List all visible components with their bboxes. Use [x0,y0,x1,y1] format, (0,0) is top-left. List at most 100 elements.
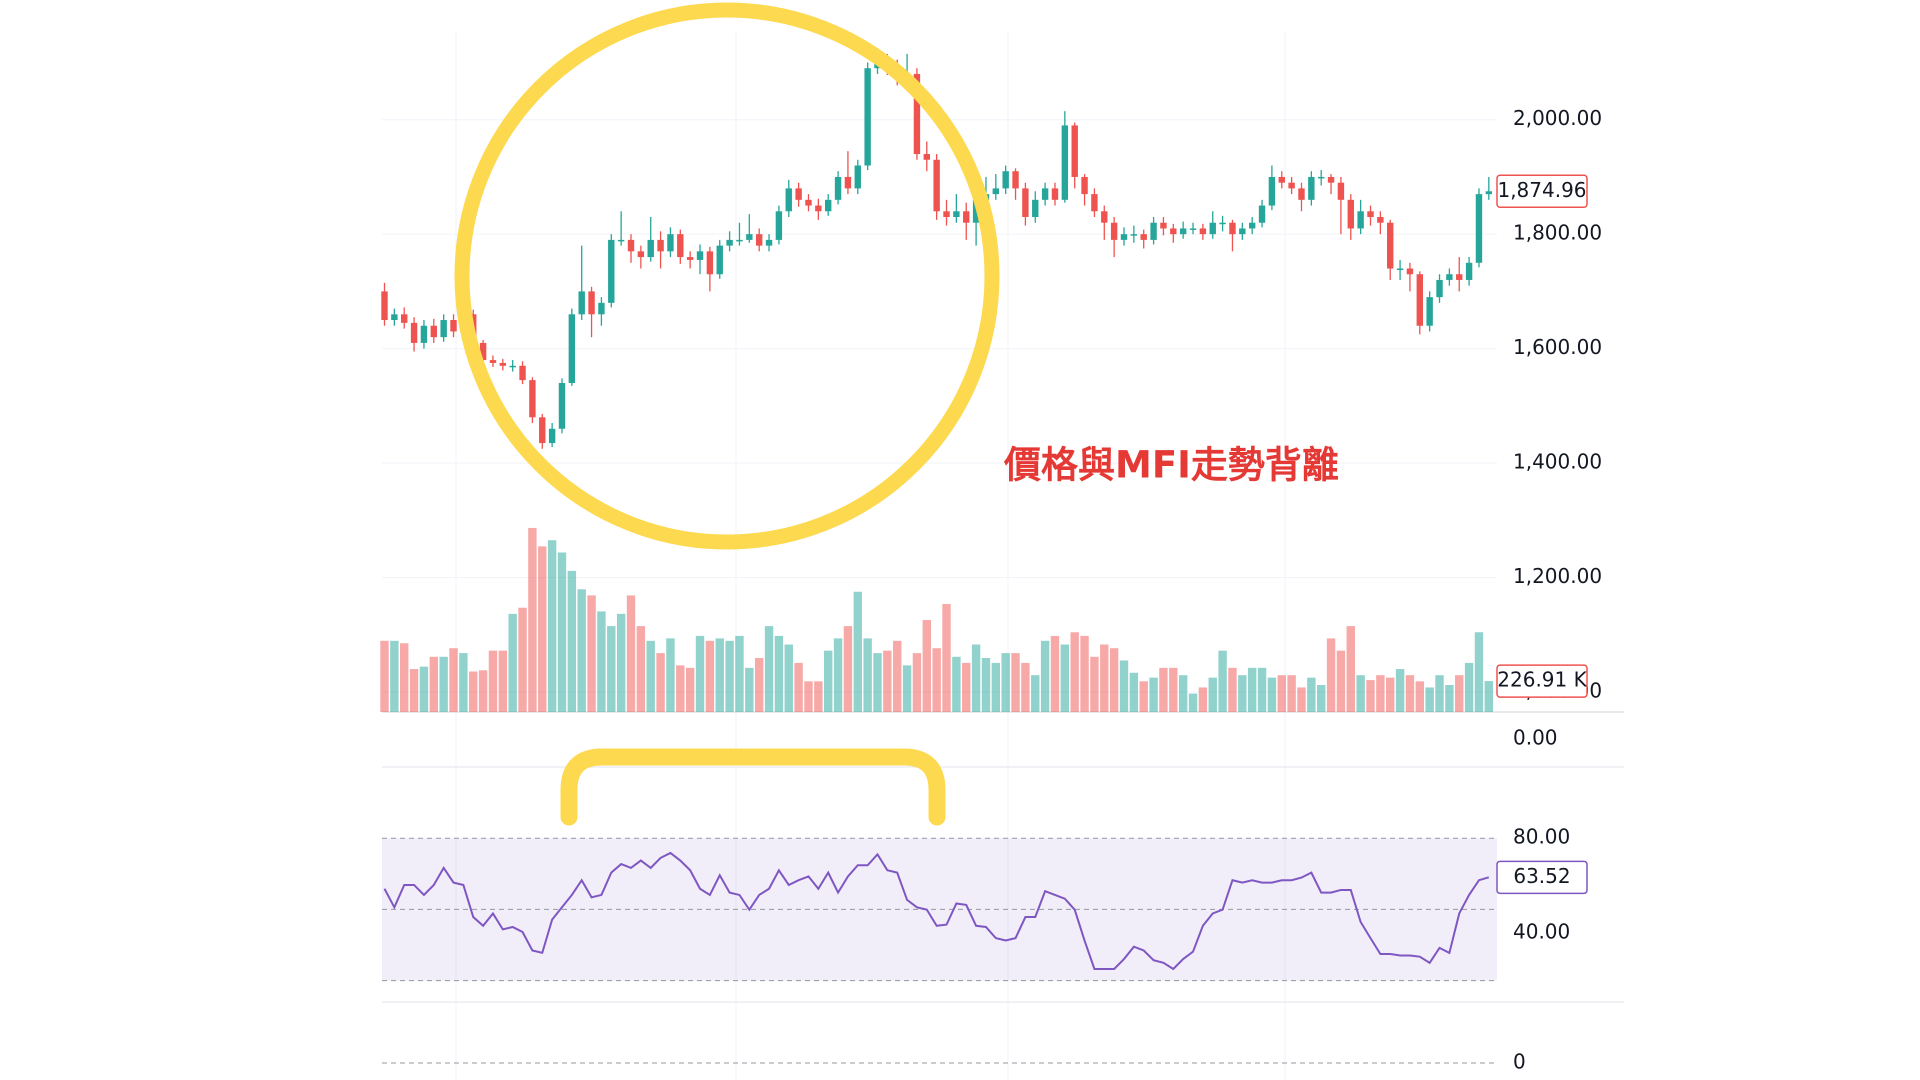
candle-body [617,239,625,242]
volume-bar [883,650,892,712]
candle-body [1140,234,1147,240]
volume-bar [538,546,547,712]
candle-body [716,245,723,275]
volume-bar [833,638,843,712]
volume-bar [429,656,438,712]
volume-bar [547,540,557,712]
volume-bar [616,613,626,712]
candle-body [1278,176,1285,183]
candle-body [1002,171,1009,189]
volume-bar [1326,638,1336,712]
candle-body [479,342,487,361]
volume-bar [656,653,665,712]
candle-body [1298,188,1305,200]
highlight-bracket [560,748,946,826]
volume-bar [1208,677,1217,712]
candle-body [1229,222,1236,235]
candle-body [943,211,950,218]
candle-body [578,291,585,315]
volume-bar [1336,650,1346,712]
volume-bar [1169,667,1178,712]
volume-bar [1395,669,1405,712]
candle-body [440,320,447,338]
candle-body [992,188,1000,195]
candle-body [677,234,684,258]
volume-bar [419,666,429,712]
candle-body [726,239,733,246]
candle-body [1347,199,1354,229]
volume-bar [666,638,675,712]
volume-bar [1178,675,1188,712]
candle-body [450,320,457,332]
volume-bar [1159,667,1168,712]
candle-body [696,251,704,260]
mfi-tick-label: 80.00 [1513,825,1570,849]
volume-bar [1376,675,1385,712]
candle-body [1219,222,1226,225]
y-tick-label: 1,800.00 [1513,221,1602,245]
volume-bar [942,604,951,712]
candle-body [1308,176,1315,200]
last-mfi-label-box [1496,860,1588,895]
candle-body [686,257,694,260]
volume-bar [518,607,527,712]
candle-body [489,360,497,363]
candle-body [657,239,664,252]
last-volume-label-box [1496,664,1588,698]
volume-bar [646,640,655,712]
volume-bar [1445,685,1454,712]
volume-bar [971,644,981,712]
volume-bar [528,527,537,712]
volume-bar [1474,632,1484,712]
candle-body [795,188,802,200]
volume-bar [1050,635,1060,712]
volume-bar [745,667,754,712]
candle-body [1288,182,1295,189]
candle-body [1091,194,1098,212]
candle-body [420,325,428,343]
volume-bar [597,611,606,712]
volume-bar [893,640,902,712]
candle-body [1258,205,1266,223]
candle-body [1012,171,1019,189]
candle-body [805,199,812,206]
candle-body [1110,222,1118,240]
volume-bar [587,595,596,712]
volume-bar [488,650,498,712]
candle-body [627,239,635,252]
volume-bar [1060,644,1070,712]
y-tick-label: 1,400.00 [1513,450,1602,474]
volume-bar [1129,672,1139,712]
volume-bar [676,665,685,712]
volume-bar [863,638,872,712]
volume-bar [1228,667,1237,712]
volume-bar [1021,662,1030,712]
lower-pane-tick-label: 0 [1513,1050,1526,1074]
plot: 1,000.001,200.001,400.001,600.001,800.00… [380,48,1602,1074]
candle-body [1406,268,1414,275]
candle-body [1426,297,1433,326]
volume-bar [725,640,734,712]
volume-bar [685,667,695,712]
volume-bar [1366,680,1375,712]
volume-bar [1149,677,1158,712]
candle-body [1239,228,1246,235]
volume-bar [774,635,784,712]
volume-bar [873,653,882,712]
volume-bar [902,665,912,712]
volume-bars [380,527,1494,712]
candle-body [825,199,832,212]
candle-body [519,365,526,381]
candle-body [1170,228,1177,235]
candle-body [834,176,842,200]
volume-bar [794,662,803,712]
volume-bar [814,681,823,712]
candle-body [706,251,714,275]
last-volume-label: 226.91 K [1497,668,1587,692]
volume-bar [1435,675,1444,712]
candle-body [1357,211,1364,229]
candle-body [1061,125,1069,200]
candle-body [1318,176,1325,179]
volume-bar [1425,687,1434,712]
volume-bar [1198,687,1208,712]
